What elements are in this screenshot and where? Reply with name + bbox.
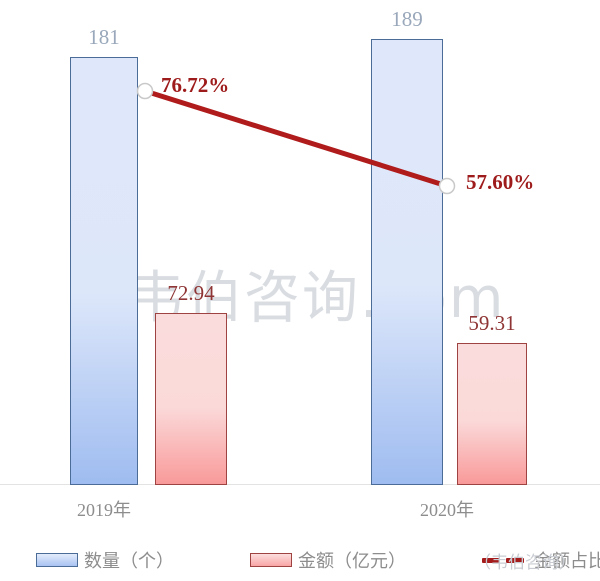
- legend-label-ratio: 金额占比（%）: [534, 551, 600, 571]
- legend-item-ratio[interactable]: 金额占比（%）: [482, 547, 600, 573]
- line-label-2020: 57.60%: [466, 170, 535, 194]
- watermark-legend-overlay: （韦伯咨询）: [474, 553, 576, 573]
- legend-item-count[interactable]: 数量（个）: [36, 547, 174, 573]
- legend-swatch-amount-icon: [250, 553, 292, 567]
- plot-area: 181 72.94 189 59.31 76.72% 57.60%: [70, 7, 535, 485]
- bar-label-count-2020: 189: [391, 7, 423, 31]
- bar-label-count-2019: 181: [88, 25, 120, 49]
- bar-amount-2020[interactable]: [457, 343, 527, 485]
- bar-count-2019[interactable]: [70, 57, 138, 485]
- axis-baseline: [0, 484, 600, 485]
- line-label-2019: 76.72%: [161, 73, 230, 97]
- x-tick-2019: 2019年: [77, 500, 131, 520]
- bar-amount-2019[interactable]: [155, 313, 227, 485]
- legend-label-count: 数量（个）: [84, 551, 174, 571]
- bar-count-2020[interactable]: [371, 39, 443, 485]
- legend-swatch-count-icon: [36, 553, 78, 567]
- legend-dashed-line-icon: [482, 553, 528, 567]
- line-segment-2019-2020: [142, 88, 450, 189]
- line-marker-2020[interactable]: [438, 177, 456, 195]
- legend-item-amount[interactable]: 金额（亿元）: [250, 547, 406, 573]
- bar-label-amount-2019: 72.94: [167, 281, 215, 305]
- line-marker-2019[interactable]: [136, 82, 154, 100]
- x-tick-2020: 2020年: [420, 500, 474, 520]
- line-series: [136, 82, 456, 195]
- legend-label-amount: 金额（亿元）: [298, 551, 406, 571]
- bar-label-amount-2020: 59.31: [468, 311, 516, 335]
- chart-legend: 数量（个） 金额（亿元） 金额占比（%）: [0, 545, 600, 575]
